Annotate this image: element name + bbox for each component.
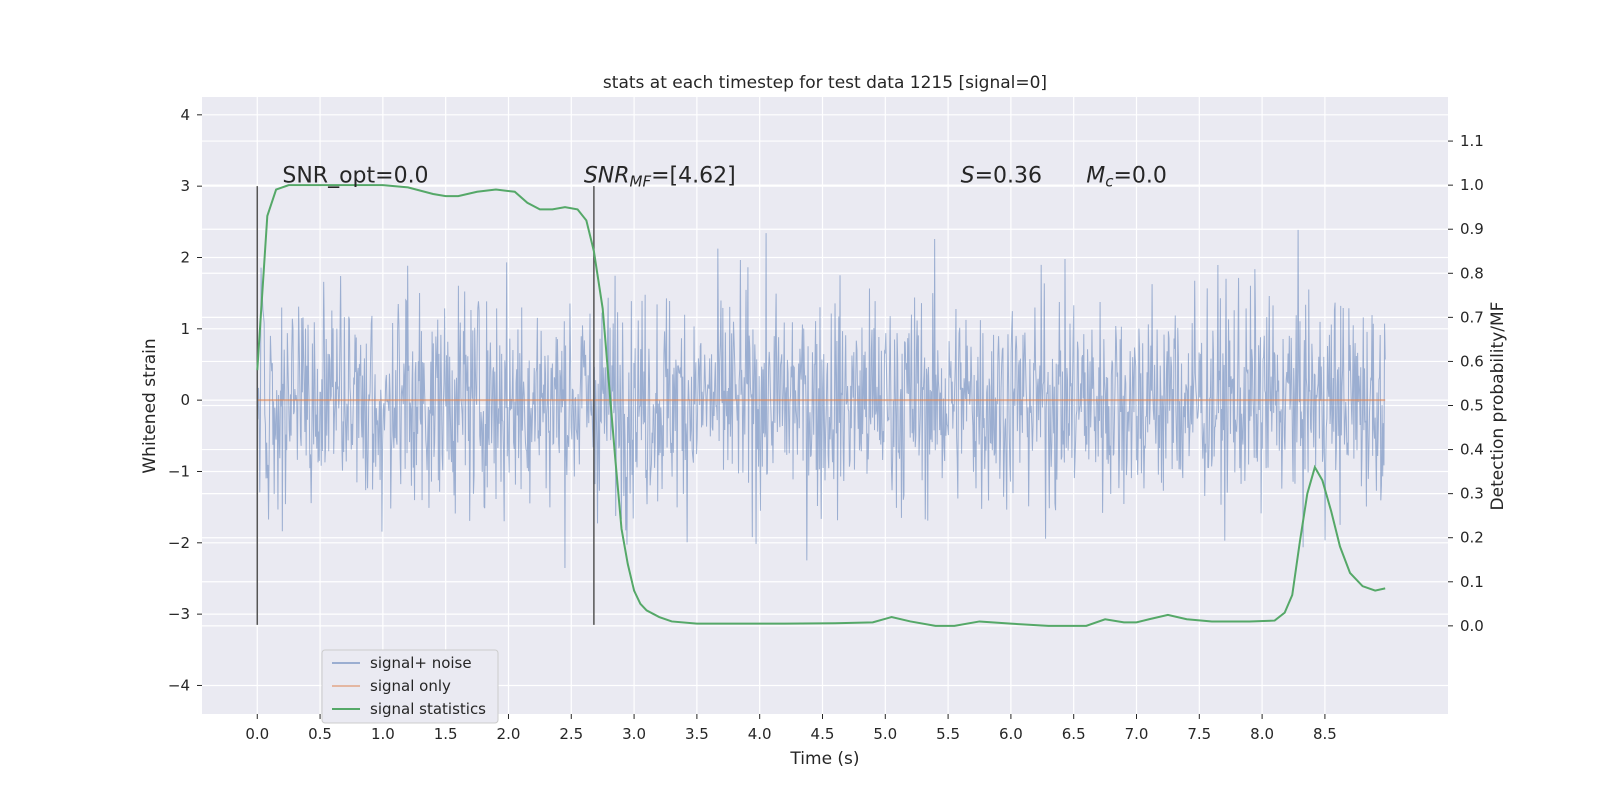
y2-tick-label-3: 0.3 xyxy=(1460,485,1484,503)
y-tick-label-7: 3 xyxy=(180,177,190,195)
x-tick-label-2: 1.0 xyxy=(371,725,395,743)
x-tick-label-11: 5.5 xyxy=(936,725,960,743)
annotation-2: S=0.36 xyxy=(961,164,1042,189)
y2-gridlines xyxy=(202,140,1448,627)
y2-tick-label-2: 0.2 xyxy=(1460,529,1484,547)
y2-tick-label-6: 0.6 xyxy=(1460,352,1484,370)
x-tick-label-15: 7.5 xyxy=(1187,725,1211,743)
y-tick-label-4: 0 xyxy=(180,391,190,409)
annotation-3-sub: c xyxy=(1105,173,1114,191)
y2-axis: 0.0 0.1 0.2 0.3 0.4 0.5 0.6 0.7 0.8 0.9 1.0 1.1 xyxy=(1448,132,1484,635)
annotations: SNR_opt=0.0 SNRMF=[4.62] S=0.36 Mc=0.0 xyxy=(282,164,1167,191)
annotation-3-label: M xyxy=(1086,164,1105,189)
x-tick-label-0: 0.0 xyxy=(245,725,269,743)
y2-tick-label-8: 0.8 xyxy=(1460,264,1484,282)
x-tick-label-4: 2.0 xyxy=(497,725,521,743)
noise-line xyxy=(256,229,1386,568)
y2-tick-label-4: 0.4 xyxy=(1460,441,1484,459)
legend-label-noise: signal+ noise xyxy=(370,654,472,672)
y2-tick-label-9: 0.9 xyxy=(1460,220,1484,238)
y2-tick-label-7: 0.7 xyxy=(1460,308,1484,326)
y-tick-label-3: −1 xyxy=(168,462,190,480)
legend-label-signal: signal only xyxy=(370,677,451,695)
x-tick-label-3: 1.5 xyxy=(434,725,458,743)
annotation-2-value: =0.36 xyxy=(975,164,1042,189)
y2-tick-label-1: 0.1 xyxy=(1460,573,1484,591)
statistics-line xyxy=(256,184,1386,627)
x-tick-label-16: 8.0 xyxy=(1250,725,1274,743)
x-tick-label-17: 8.5 xyxy=(1313,725,1337,743)
y-axis-title: Whitened strain xyxy=(140,338,160,473)
y2-tick-label-10: 1.0 xyxy=(1460,176,1484,194)
annotation-1-sub: MF xyxy=(630,173,652,191)
chart-title: stats at each timestep for test data 121… xyxy=(603,73,1047,93)
series-signal-statistics xyxy=(256,184,1386,627)
x-axis: 0.0 0.5 1.0 1.5 2.0 2.5 3.0 3.5 4.0 4.5 5.0 5.5 6.0 6… xyxy=(245,714,1337,743)
annotation-1: SNRMF=[4.62] xyxy=(584,164,736,191)
y-tick-label-2: −2 xyxy=(168,534,190,552)
x-tick-label-8: 4.0 xyxy=(748,725,772,743)
y2-axis-title: Detection probability/MF xyxy=(1488,302,1508,511)
series-signal-noise xyxy=(256,229,1386,568)
x-tick-label-7: 3.5 xyxy=(685,725,709,743)
y2-tick-label-11: 1.1 xyxy=(1460,132,1484,150)
x-tick-label-10: 5.0 xyxy=(873,725,897,743)
legend: signal+ noise signal only signal statist… xyxy=(321,649,499,724)
y-axis: −4 −3 −2 −1 0 1 2 3 4 xyxy=(168,106,202,694)
legend-box xyxy=(321,649,499,724)
x-tick-label-5: 2.5 xyxy=(559,725,583,743)
y-tick-label-8: 4 xyxy=(180,106,190,124)
x-axis-title: Time (s) xyxy=(789,749,859,769)
annotation-0: SNR_opt=0.0 xyxy=(282,164,428,189)
x-tick-label-1: 0.5 xyxy=(308,725,332,743)
annotation-3: Mc=0.0 xyxy=(1086,164,1167,191)
y2-tick-label-5: 0.5 xyxy=(1460,397,1484,415)
vertical-markers xyxy=(256,186,595,625)
annotation-1-label: SNR xyxy=(584,164,630,189)
y-tick-label-5: 1 xyxy=(180,320,190,338)
y2-tick-label-0: 0.0 xyxy=(1460,617,1484,635)
annotation-1-value: =[4.62] xyxy=(651,164,736,189)
x-tick-label-12: 6.0 xyxy=(999,725,1023,743)
x-tick-label-9: 4.5 xyxy=(811,725,835,743)
legend-label-statistics: signal statistics xyxy=(370,700,486,718)
x-tick-label-6: 3.0 xyxy=(622,725,646,743)
y-tick-label-0: −4 xyxy=(168,676,190,694)
x-tick-label-14: 7.0 xyxy=(1125,725,1149,743)
annotation-2-label: S xyxy=(961,164,975,189)
y-tick-label-6: 2 xyxy=(180,248,190,266)
x-tick-label-13: 6.5 xyxy=(1062,725,1086,743)
y-tick-label-1: −3 xyxy=(168,605,190,623)
annotation-3-value: =0.0 xyxy=(1113,164,1166,189)
